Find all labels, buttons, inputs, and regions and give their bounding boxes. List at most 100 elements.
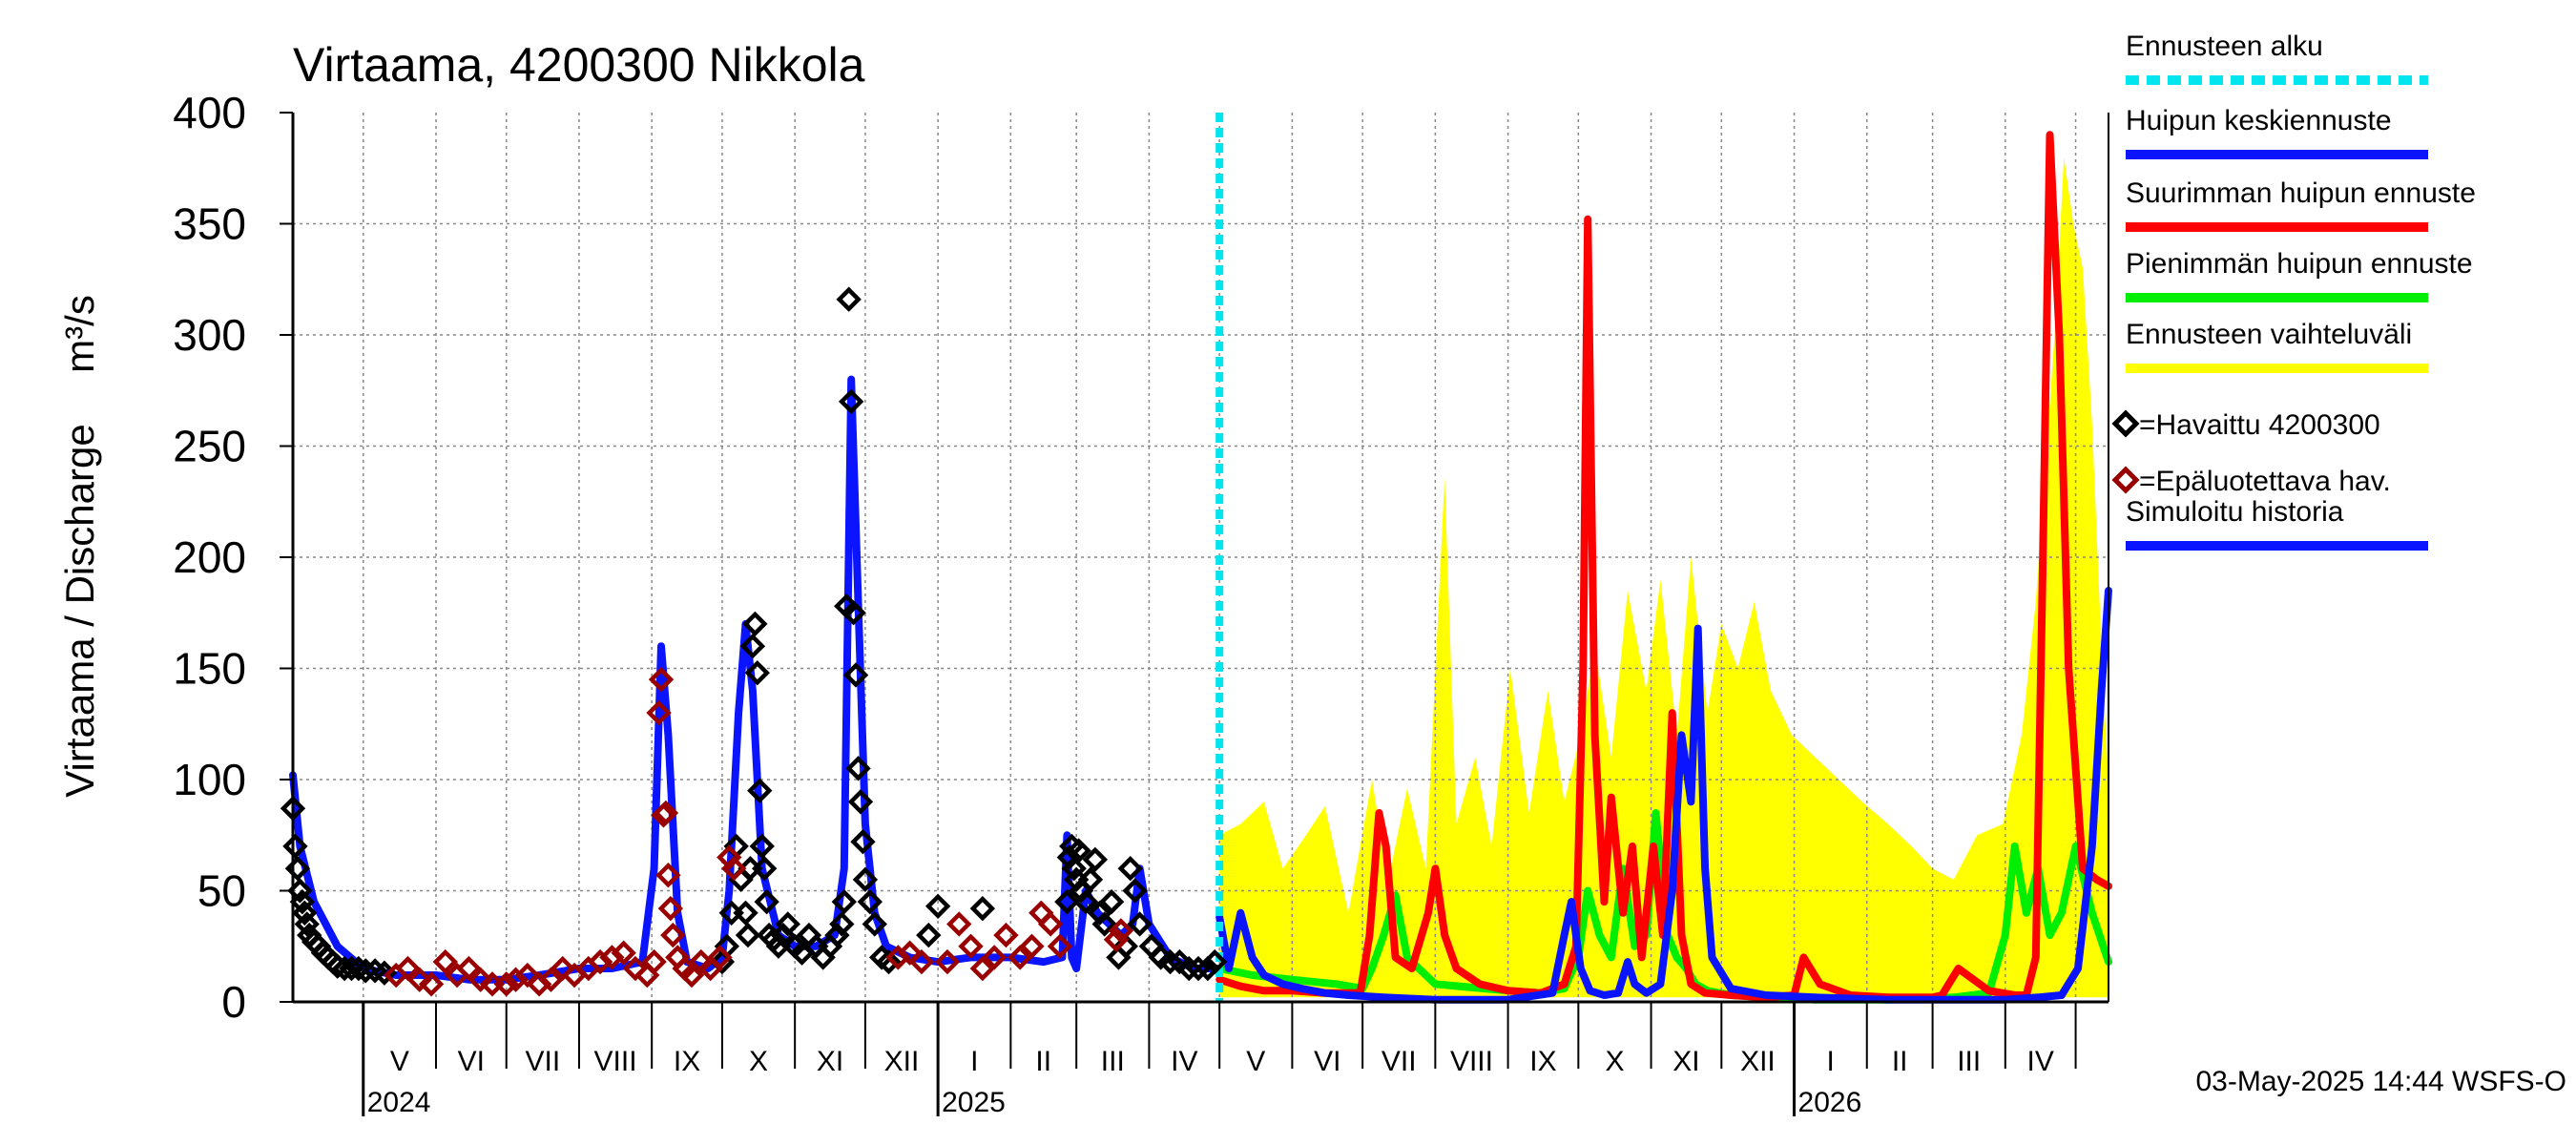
marker-point: [721, 856, 747, 882]
marker-point: [622, 955, 649, 982]
y-tick-label-100: 100: [173, 755, 246, 804]
marker-point: [850, 829, 876, 855]
marker-point: [838, 388, 864, 415]
legend-item-ennusteen-alku: Ennusteen alku: [2126, 31, 2428, 85]
marker-point: [1091, 911, 1117, 937]
marker-point: [916, 922, 942, 948]
legend-item-suurimman-huipun-ennuste: Suurimman huipun ennuste: [2126, 177, 2476, 232]
month-label-0: V: [390, 1046, 409, 1077]
y-tick-label-300: 300: [173, 310, 246, 360]
marker-point: [742, 611, 768, 637]
marker-point: [707, 945, 733, 970]
month-label-19: XII: [1740, 1046, 1776, 1077]
marker-point: [1037, 911, 1064, 937]
marker-point: [993, 922, 1019, 948]
marker-point: [958, 933, 984, 959]
marker-point: [754, 888, 779, 915]
marker-point: [876, 948, 902, 975]
marker-point: [345, 955, 372, 982]
month-label-18: XI: [1672, 1046, 1699, 1077]
marker-point: [841, 600, 866, 626]
timestamp-footer: 03-May-2025 14:44 WSFS-O: [2196, 1066, 2567, 1097]
month-label-16: IX: [1529, 1046, 1556, 1077]
legend-label: Huipun keskiennuste: [2126, 105, 2392, 136]
month-label-7: XII: [884, 1046, 920, 1077]
month-label-10: III: [1101, 1046, 1125, 1077]
marker-point: [653, 800, 679, 826]
marker-point: [829, 911, 855, 937]
marker-point: [456, 955, 482, 982]
marker-point: [857, 888, 883, 915]
marker-point: [292, 900, 318, 926]
legend-item-epaluotettava-hav: =Epäluotettava hav.: [2111, 466, 2391, 497]
marker-point: [1047, 933, 1073, 959]
legend-item-simuloitu-historia: Simuloitu historia: [2126, 496, 2428, 551]
marker-point: [1007, 945, 1033, 970]
y-axis-label: Virtaama / Discharge: [57, 424, 102, 797]
marker-point: [678, 962, 705, 989]
marker-point: [744, 659, 770, 686]
legend-label: Ennusteen alku: [2126, 31, 2323, 62]
series-ennusteen-vaihteluvali: [1219, 156, 2109, 998]
series-layer: [289, 113, 2112, 1004]
month-label-1: VI: [458, 1046, 485, 1077]
month-label-20: I: [1826, 1046, 1834, 1077]
y-tick-label-50: 50: [197, 866, 246, 916]
marker-point: [339, 955, 364, 982]
marker-point: [1061, 856, 1087, 882]
marker-point: [1054, 888, 1080, 915]
legend-label: =Epäluotettava hav.: [2139, 466, 2391, 497]
marker-point: [852, 866, 879, 893]
month-label-4: IX: [674, 1046, 700, 1077]
marker-point: [406, 967, 432, 992]
marker-point: [353, 958, 379, 984]
marker-point: [981, 945, 1008, 970]
month-label-3: VIII: [594, 1046, 637, 1077]
marker-point: [646, 699, 672, 726]
month-label-23: IV: [2027, 1046, 2054, 1077]
chart-title: Virtaama, 4200300 Nikkola: [293, 38, 865, 92]
y-axis: 0 50 100 150 200 250 300 350 400: [173, 88, 293, 1027]
y-tick-label-350: 350: [173, 199, 246, 249]
month-label-13: VI: [1314, 1046, 1340, 1077]
month-label-14: VII: [1381, 1046, 1417, 1077]
marker-point: [1108, 918, 1134, 944]
y-tick-label-250: 250: [173, 422, 246, 471]
y-tick-label-200: 200: [173, 532, 246, 582]
marker-point: [648, 666, 675, 693]
legend-item-pienimman-huipun-ennuste: Pienimmän huipun ennuste: [2126, 248, 2473, 302]
marker-point: [969, 955, 996, 982]
marker-point: [1122, 878, 1148, 904]
x-axis: V VI VII VIII IX X XI XII I II III IV V VI VII VIII IX X X…: [362, 1002, 2077, 1118]
month-label-2: VII: [526, 1046, 561, 1077]
legend-label: Suurimman huipun ennuste: [2126, 177, 2476, 209]
y-tick-label-0: 0: [221, 977, 246, 1027]
legend-label: =Havaittu 4200300: [2139, 409, 2380, 441]
marker-point: [842, 662, 869, 688]
marker-point: [924, 893, 951, 919]
legend-marker: [2111, 409, 2140, 438]
month-label-22: III: [1957, 1046, 1981, 1077]
marker-point: [550, 955, 575, 982]
y-axis-unit: m³/s: [57, 295, 102, 373]
marker-point: [752, 856, 778, 882]
marker-point: [847, 789, 874, 815]
marker-point: [1176, 955, 1202, 982]
month-label-9: II: [1035, 1046, 1051, 1077]
marker-point: [538, 967, 564, 992]
marker-point: [969, 895, 996, 922]
year-label-2026: 2026: [1798, 1087, 1862, 1118]
marker-point: [1117, 856, 1143, 882]
marker-point: [735, 922, 761, 948]
month-label-5: X: [749, 1046, 768, 1077]
series-epaluotettava-hav: [383, 666, 1134, 997]
observation-markers-layer: [280, 286, 1228, 997]
grid-layer: [293, 113, 2109, 1002]
year-label-2024: 2024: [367, 1087, 431, 1118]
marker-point: [739, 634, 766, 659]
marker-point: [1195, 955, 1221, 982]
marker-point: [1087, 900, 1112, 926]
month-label-12: V: [1246, 1046, 1265, 1077]
marker-point: [749, 833, 775, 860]
